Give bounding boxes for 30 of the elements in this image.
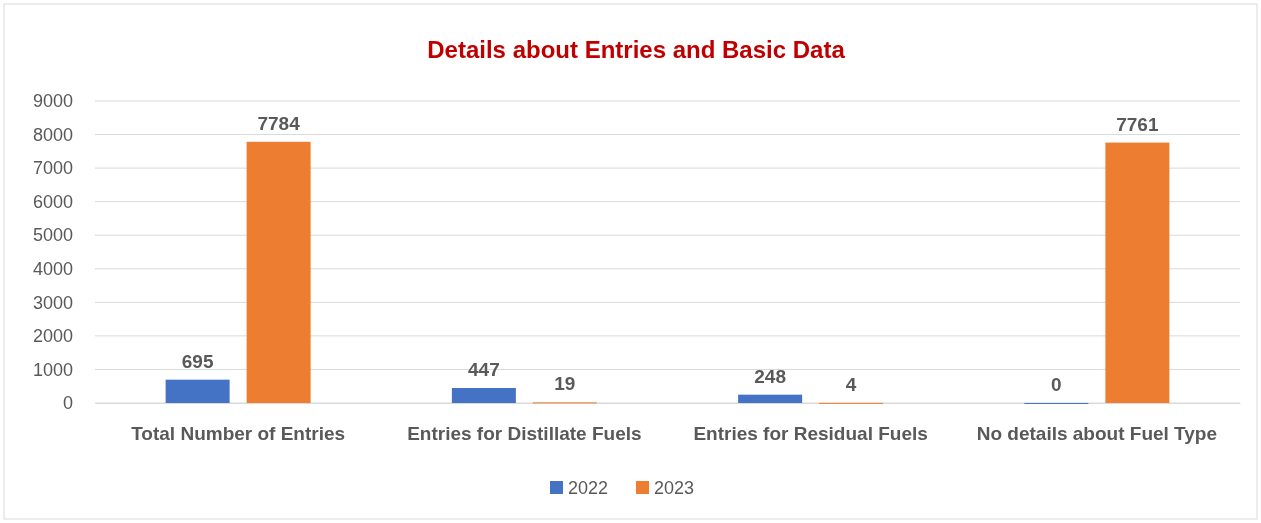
data-label: 248 xyxy=(754,365,786,387)
y-tick-label: 1000 xyxy=(32,359,73,380)
y-tick-label: 2000 xyxy=(32,326,73,347)
bar xyxy=(1105,142,1170,403)
chart-title: Details about Entries and Basic Data xyxy=(427,36,846,63)
data-label: 19 xyxy=(554,373,576,395)
bar xyxy=(738,394,803,403)
y-tick-label: 3000 xyxy=(32,292,73,313)
y-tick-label: 7000 xyxy=(32,158,73,179)
x-tick-label: Total Number of Entries xyxy=(131,423,346,445)
legend-label: 2023 xyxy=(654,478,695,498)
data-label: 0 xyxy=(1051,374,1062,395)
y-tick-label: 8000 xyxy=(32,124,73,145)
y-tick-label: 6000 xyxy=(32,191,73,212)
data-label: 695 xyxy=(181,350,214,372)
data-label: 7784 xyxy=(257,112,301,134)
bar xyxy=(165,379,230,403)
legend-label: 2022 xyxy=(568,478,609,498)
data-label: 447 xyxy=(468,359,500,380)
y-tick-label: 5000 xyxy=(32,225,73,246)
y-tick-label: 4000 xyxy=(32,259,73,280)
x-tick-label: Entries for Residual Fuels xyxy=(693,423,928,445)
data-label: 7761 xyxy=(1116,113,1159,135)
bar xyxy=(246,141,311,403)
x-tick-label: No details about Fuel Type xyxy=(976,423,1218,445)
bar xyxy=(451,388,516,403)
data-label: 4 xyxy=(845,373,857,395)
y-tick-label: 0 xyxy=(62,393,73,414)
x-tick-label: Entries for Distillate Fuels xyxy=(407,423,642,445)
y-tick-label: 9000 xyxy=(32,91,73,112)
